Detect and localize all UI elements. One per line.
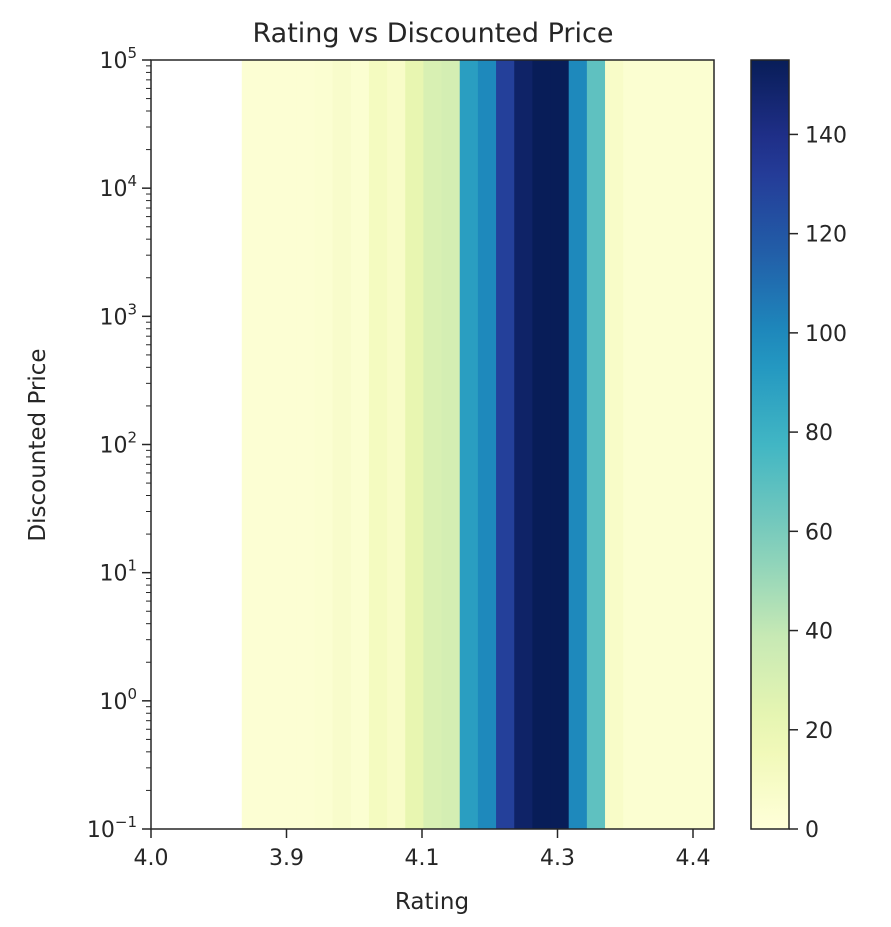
- y-tick-label: 103: [99, 300, 137, 330]
- heatmap-cell: [550, 60, 570, 829]
- colorbar: [750, 59, 790, 830]
- heatmap-cell: [441, 60, 461, 829]
- heatmap-cell: [459, 60, 479, 829]
- heatmap-cell: [568, 60, 588, 829]
- x-tick-label: 4.4: [676, 846, 711, 871]
- colorbar-tick-label: 0: [805, 818, 819, 843]
- heatmap-cell: [423, 60, 443, 829]
- heatmap-cell: [405, 60, 425, 829]
- x-tick-label: 3.9: [269, 846, 304, 871]
- heatmap-cell: [477, 60, 497, 829]
- heatmap-cell: [659, 60, 679, 829]
- y-tick-label: 100: [99, 685, 137, 715]
- y-tick-label: 104: [99, 172, 137, 202]
- colorbar-tick-label: 120: [805, 223, 847, 248]
- x-tick-label: 4.1: [405, 846, 440, 871]
- heatmap-cell: [278, 60, 297, 829]
- x-axis-label: Rating: [395, 889, 469, 915]
- heatmap-cell: [387, 60, 406, 829]
- heatmap-cell: [368, 60, 388, 829]
- y-axis: 10−1 100 101 102 103 104 105: [87, 44, 151, 843]
- heatmap-cell: [514, 60, 533, 829]
- heatmap-cell: [350, 60, 370, 829]
- colorbar-tick-label: 140: [805, 123, 847, 148]
- colorbar-tick-label: 100: [805, 322, 847, 347]
- y-tick-label: 101: [99, 557, 137, 587]
- colorbar-tick-label: 20: [805, 719, 833, 744]
- heatmap-cell: [332, 60, 352, 829]
- x-axis: 4.0 3.9 4.1 4.3 4.4: [134, 829, 711, 871]
- y-axis-label: Discounted Price: [25, 348, 51, 541]
- heatmap-cell: [296, 60, 316, 829]
- x-tick-label: 4.0: [134, 846, 169, 871]
- y-tick-label: 105: [99, 44, 137, 74]
- heatmap-cell: [605, 60, 624, 829]
- chart-title: Rating vs Discounted Price: [253, 18, 614, 49]
- y-tick-label: 10−1: [87, 813, 137, 843]
- x-tick-label: 4.3: [540, 846, 575, 871]
- heatmap-cells: [241, 60, 715, 829]
- heatmap-cell: [532, 60, 552, 829]
- heatmap-cell: [623, 60, 642, 829]
- colorbar-tick-label: 60: [805, 520, 833, 545]
- y-tick-label: 102: [99, 429, 137, 459]
- heatmap-cell: [314, 60, 334, 829]
- colorbar-tick-label: 40: [805, 620, 833, 645]
- heatmap-cell: [241, 60, 261, 829]
- heatmap-cell: [695, 60, 715, 829]
- heatmap-cell: [259, 60, 279, 829]
- heatmap-cell: [677, 60, 697, 829]
- colorbar-tick-label: 80: [805, 421, 833, 446]
- colorbar-ticks: 0 20 40 60 80 100 120 140: [789, 123, 847, 843]
- heatmap-cell: [586, 60, 606, 829]
- heatmap-cell: [641, 60, 661, 829]
- heatmap-cell: [496, 60, 515, 829]
